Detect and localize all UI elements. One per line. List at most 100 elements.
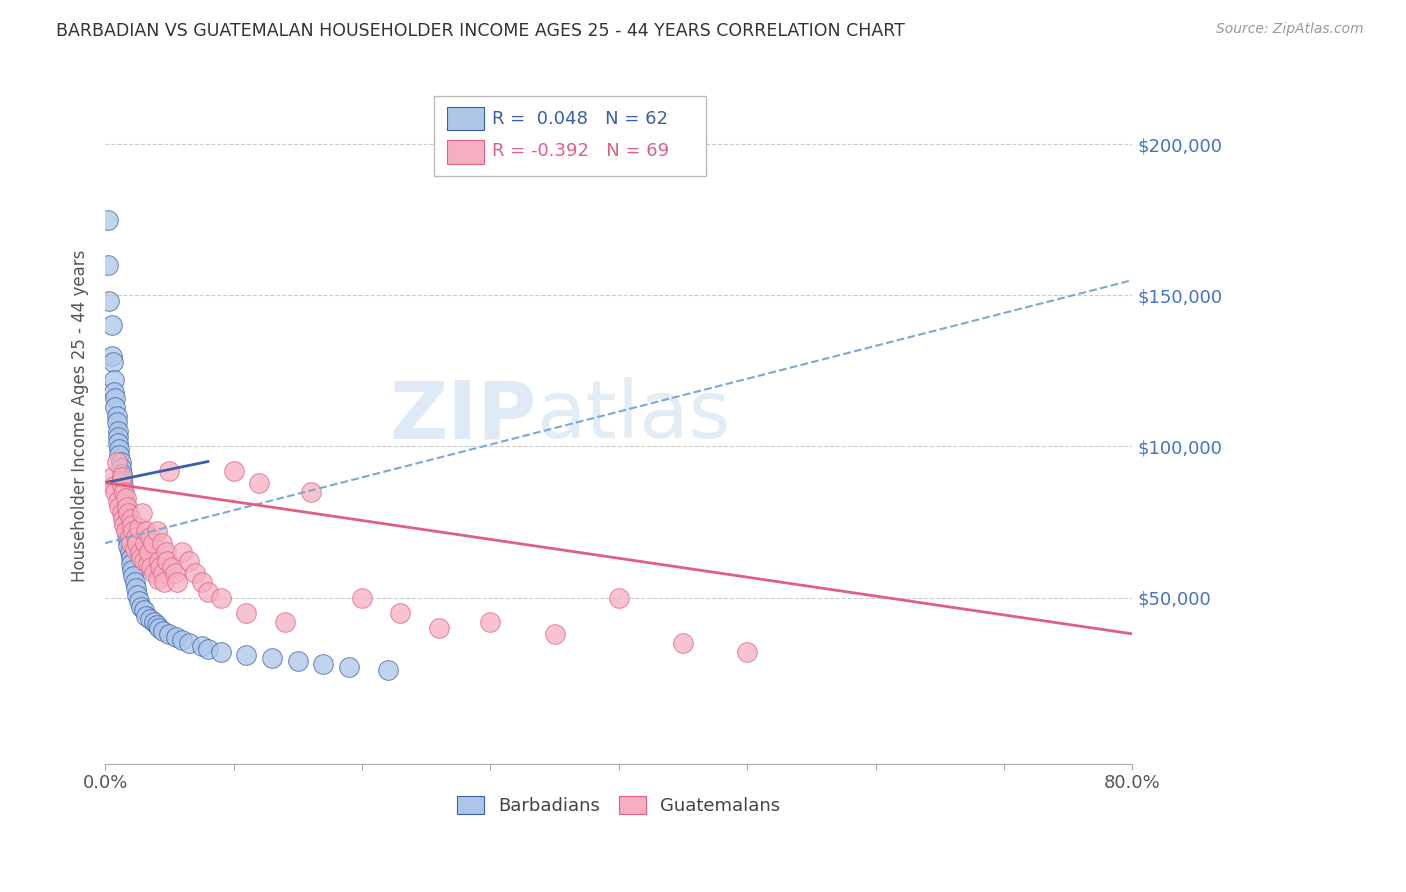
Point xyxy=(143,566,166,581)
Point xyxy=(107,436,129,450)
Point xyxy=(209,645,232,659)
Point xyxy=(735,645,758,659)
FancyBboxPatch shape xyxy=(434,96,706,177)
Point xyxy=(121,563,143,577)
Point xyxy=(128,521,150,535)
Point xyxy=(287,654,309,668)
Point xyxy=(160,560,183,574)
Point xyxy=(135,524,157,538)
Point xyxy=(134,536,156,550)
Point xyxy=(543,627,565,641)
Point xyxy=(157,464,180,478)
Point xyxy=(115,521,138,535)
Point xyxy=(115,527,138,541)
Point xyxy=(120,551,142,566)
Point xyxy=(155,545,177,559)
Point xyxy=(139,612,162,626)
Point xyxy=(105,454,128,468)
Point xyxy=(114,497,136,511)
Point xyxy=(107,425,129,439)
Point xyxy=(122,524,145,538)
Point xyxy=(222,464,245,478)
Point xyxy=(110,475,132,490)
Point xyxy=(177,636,200,650)
Point xyxy=(152,566,174,581)
Point xyxy=(127,536,149,550)
Point xyxy=(146,573,169,587)
Point xyxy=(235,648,257,662)
Point xyxy=(163,566,186,581)
FancyBboxPatch shape xyxy=(447,107,484,130)
Point xyxy=(165,630,187,644)
Point xyxy=(148,621,170,635)
Text: ZIP: ZIP xyxy=(389,377,537,455)
Point xyxy=(108,500,131,514)
Point xyxy=(132,602,155,616)
Point xyxy=(132,554,155,568)
Point xyxy=(111,467,134,481)
Point xyxy=(112,479,135,493)
Point xyxy=(129,599,152,614)
Point xyxy=(148,554,170,568)
Point xyxy=(299,484,322,499)
Point xyxy=(129,551,152,566)
Point xyxy=(108,442,131,457)
Point xyxy=(114,518,136,533)
Point xyxy=(103,373,125,387)
Point xyxy=(114,508,136,523)
Point xyxy=(135,608,157,623)
Point xyxy=(184,566,207,581)
Point xyxy=(114,503,136,517)
Point xyxy=(128,545,150,559)
Point xyxy=(166,575,188,590)
Point xyxy=(121,518,143,533)
Point xyxy=(156,554,179,568)
Point xyxy=(107,493,129,508)
Point xyxy=(97,212,120,227)
Text: R =  0.048   N = 62: R = 0.048 N = 62 xyxy=(492,110,668,128)
Point xyxy=(100,469,122,483)
Point xyxy=(262,651,284,665)
Point xyxy=(115,500,138,514)
Point xyxy=(112,484,135,499)
Point xyxy=(104,391,127,405)
Point xyxy=(118,545,141,559)
Point xyxy=(145,524,167,538)
Point xyxy=(143,615,166,629)
Point xyxy=(136,558,159,572)
Point xyxy=(110,460,132,475)
Point xyxy=(153,575,176,590)
Point xyxy=(350,591,373,605)
Point xyxy=(177,554,200,568)
Point xyxy=(107,430,129,444)
Point xyxy=(114,484,136,499)
Point xyxy=(150,536,173,550)
Point xyxy=(114,515,136,529)
Point xyxy=(197,642,219,657)
Text: atlas: atlas xyxy=(537,377,731,455)
Point xyxy=(114,491,136,505)
Point xyxy=(122,569,145,583)
Point xyxy=(190,575,212,590)
Point xyxy=(110,454,132,468)
Point xyxy=(125,582,148,596)
Point xyxy=(114,524,136,538)
Point xyxy=(120,512,142,526)
Legend: Barbadians, Guatemalans: Barbadians, Guatemalans xyxy=(449,787,789,824)
Point xyxy=(190,639,212,653)
Point xyxy=(104,484,127,499)
Point xyxy=(672,636,695,650)
Point xyxy=(103,479,125,493)
Point xyxy=(124,542,146,557)
Point xyxy=(139,530,162,544)
Point xyxy=(124,575,146,590)
Point xyxy=(131,506,153,520)
Point xyxy=(145,617,167,632)
Point xyxy=(172,632,194,647)
Point xyxy=(479,615,502,629)
Y-axis label: Householder Income Ages 25 - 44 years: Householder Income Ages 25 - 44 years xyxy=(72,250,89,582)
Point xyxy=(138,545,160,559)
Point xyxy=(247,475,270,490)
Point xyxy=(128,593,150,607)
Point xyxy=(127,588,149,602)
